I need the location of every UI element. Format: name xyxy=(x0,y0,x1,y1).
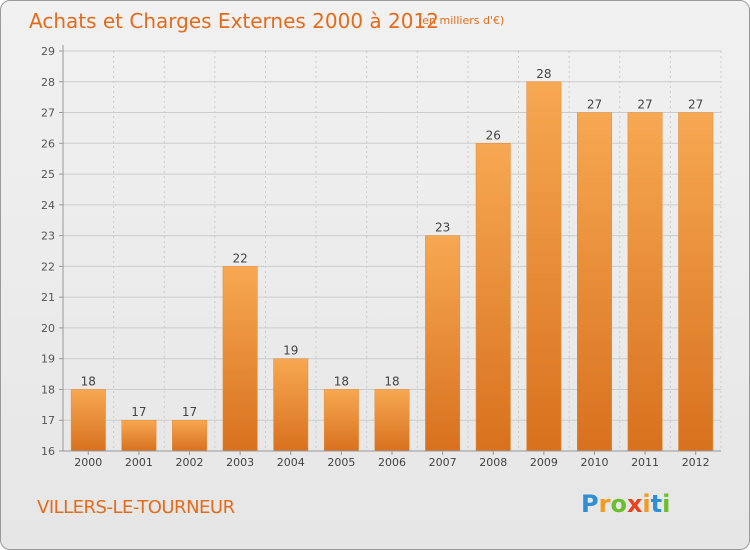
logo-letter: i xyxy=(662,490,671,518)
x-tick-label: 2007 xyxy=(429,456,457,469)
data-label: 26 xyxy=(486,128,501,142)
x-tick-label: 2002 xyxy=(176,456,204,469)
y-tick-label: 26 xyxy=(41,137,55,150)
x-tick-label: 2006 xyxy=(378,456,406,469)
bar xyxy=(121,419,157,452)
data-label: 18 xyxy=(81,374,96,388)
x-tick-label: 2009 xyxy=(530,456,558,469)
bar xyxy=(273,358,309,452)
place-name: VILLERS-LE-TOURNEUR xyxy=(37,497,235,518)
logo-letter: i xyxy=(642,490,651,518)
x-tick-label: 2004 xyxy=(277,456,305,469)
y-tick-label: 29 xyxy=(41,45,55,58)
bar xyxy=(70,389,106,452)
logo-letter: t xyxy=(650,490,663,518)
data-label: 18 xyxy=(334,374,349,388)
chart-unit: (en milliers d'€) xyxy=(418,14,505,27)
bar xyxy=(627,112,663,452)
bar xyxy=(222,266,258,452)
data-label: 18 xyxy=(384,374,399,388)
logo-letter: o xyxy=(610,490,627,518)
x-tick-label: 2011 xyxy=(631,456,659,469)
data-label: 17 xyxy=(182,405,197,419)
logo-letter: x xyxy=(626,490,643,518)
logo-letter: P xyxy=(581,490,599,518)
data-label: 28 xyxy=(536,67,551,81)
y-tick-label: 25 xyxy=(41,168,55,181)
data-label: 27 xyxy=(587,98,602,112)
data-label: 17 xyxy=(131,405,146,419)
y-tick-label: 16 xyxy=(41,445,55,458)
x-tick-label: 2010 xyxy=(580,456,608,469)
logo-letter: r xyxy=(598,490,611,518)
x-tick-label: 2000 xyxy=(74,456,102,469)
bar xyxy=(425,235,461,452)
y-tick-label: 23 xyxy=(41,230,55,243)
bar xyxy=(678,112,714,452)
data-label: 22 xyxy=(233,251,248,265)
x-tick-label: 2003 xyxy=(226,456,254,469)
bar xyxy=(577,112,612,452)
data-label: 27 xyxy=(637,98,652,112)
y-tick-label: 24 xyxy=(41,199,55,212)
y-tick-label: 28 xyxy=(41,76,55,89)
x-tick-label: 2012 xyxy=(682,456,710,469)
x-tick-label: 2005 xyxy=(327,456,355,469)
y-tick-label: 18 xyxy=(41,383,55,396)
bar xyxy=(475,143,511,452)
y-tick-label: 20 xyxy=(41,322,55,335)
data-label: 19 xyxy=(283,344,298,358)
bar xyxy=(374,389,410,452)
y-tick-label: 21 xyxy=(41,291,55,304)
y-tick-label: 27 xyxy=(41,107,55,120)
x-tick-label: 2008 xyxy=(479,456,507,469)
y-tick-label: 17 xyxy=(41,414,55,427)
x-tick-label: 2001 xyxy=(125,456,153,469)
bar xyxy=(526,81,562,452)
y-tick-label: 22 xyxy=(41,260,55,273)
data-label: 27 xyxy=(688,98,703,112)
bar xyxy=(323,389,359,452)
bar xyxy=(172,419,207,452)
proxiti-logo[interactable]: Proxiti xyxy=(581,490,670,518)
y-tick-label: 19 xyxy=(41,353,55,366)
chart-title: Achats et Charges Externes 2000 à 2012 xyxy=(29,9,439,33)
data-label: 23 xyxy=(435,221,450,235)
